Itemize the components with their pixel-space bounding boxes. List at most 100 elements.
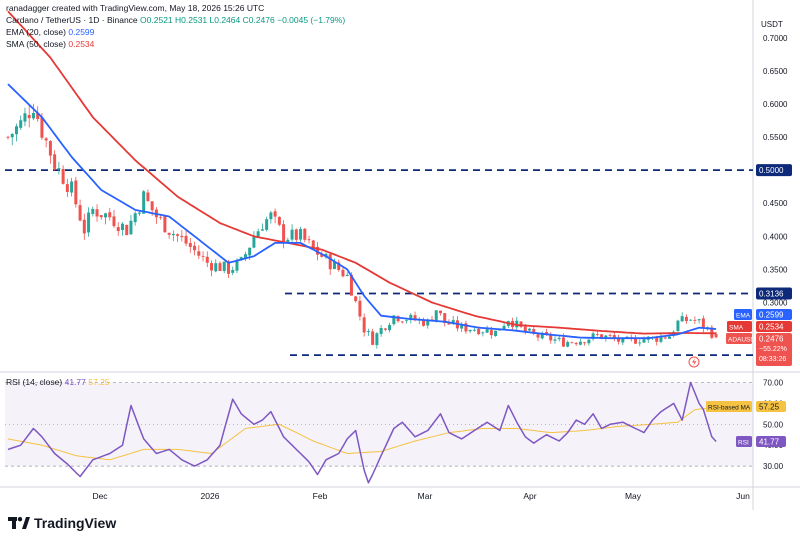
candle-body [70, 181, 74, 193]
candle-body [53, 154, 57, 169]
price-tag-timer: 08:33:26 [759, 356, 786, 363]
candle-body [659, 336, 663, 342]
sma-legend[interactable]: SMA (50, close) 0.2534 [6, 39, 94, 49]
rsi-legend-label: RSI (14, close) [6, 377, 63, 387]
price-tag-box [756, 333, 792, 366]
price-tick-label: 0.4000 [763, 232, 788, 241]
candle-body [405, 320, 409, 322]
candle-body [477, 329, 481, 335]
candle-body [362, 317, 366, 333]
candle-body [129, 220, 133, 235]
price-tag-value: 0.2476 [759, 335, 784, 344]
candle-body [540, 332, 544, 339]
candle-body [294, 229, 298, 240]
candle-body [197, 251, 201, 256]
ema-legend-label: EMA (20, close) [6, 27, 66, 37]
candle-body [286, 239, 290, 243]
price-tick-label: 0.3000 [763, 299, 788, 308]
price-axis-unit: USDT [761, 20, 783, 29]
candle-body [188, 243, 192, 247]
tradingview-logo-text: TradingView [34, 515, 117, 531]
price-tag-name: ADAUSDT [728, 337, 759, 344]
price-tick-label: 0.6000 [763, 100, 788, 109]
price-tag-name-box [734, 309, 752, 320]
candle-body [383, 328, 387, 330]
candle-body [366, 331, 370, 333]
candle-body [311, 240, 315, 248]
candle-body [214, 263, 218, 272]
candle-body [108, 212, 112, 218]
candle-body [523, 326, 527, 332]
candle-body [371, 331, 375, 345]
candle-body [87, 212, 91, 233]
candle-body [528, 328, 532, 331]
lightning-icon-bolt [692, 358, 697, 366]
candle-body [210, 263, 214, 271]
price-tick-label: 0.4500 [763, 199, 788, 208]
candle-body [612, 335, 616, 339]
candle-body [248, 247, 252, 256]
candle-body [642, 339, 646, 343]
candle-body [638, 342, 642, 344]
symbol-line: Cardano / TetherUS · 1D · Binance O0.252… [6, 15, 345, 25]
candle-body [532, 329, 536, 334]
candle-body [120, 223, 124, 231]
horizontal-level-label: 0.5000 [759, 166, 784, 175]
candle-body [617, 337, 621, 342]
candle-body [557, 337, 561, 340]
candle-body [349, 274, 353, 296]
candle-body [553, 339, 557, 341]
candle-body [515, 320, 519, 328]
candle-body [332, 261, 336, 269]
ema-legend[interactable]: EMA (20, close) 0.2599 [6, 27, 94, 37]
candle-body [697, 319, 701, 321]
candle-body [205, 256, 209, 263]
candle-body [31, 112, 35, 119]
candle-body [422, 319, 426, 326]
candle-body [150, 201, 154, 211]
time-tick-label: Feb [313, 491, 328, 501]
candle-body [519, 321, 523, 327]
candle-body [574, 343, 578, 345]
candle-body [222, 261, 226, 271]
price-tag-value: 0.2534 [759, 323, 784, 332]
candle-body [676, 320, 680, 332]
candle-body [184, 235, 188, 244]
price-tick-label: 0.3500 [763, 265, 788, 274]
tradingview-logo[interactable]: TradingView [8, 515, 116, 531]
ohlc-values: O0.2521 H0.2531 L0.2464 C0.2476 −0.0045 … [140, 15, 346, 25]
candle-body [277, 216, 281, 225]
candle-body [316, 246, 320, 255]
candle-body [595, 333, 599, 335]
candle-body [256, 231, 260, 238]
candle-body [587, 339, 591, 344]
rsi-legend[interactable]: RSI (14, close) 41.77 57.25 [6, 377, 110, 387]
rsi-tag-box [756, 401, 786, 412]
rsi-ma-legend-value: 57.25 [88, 377, 110, 387]
candle-body [409, 314, 413, 320]
rsi-tag-name-box [736, 436, 752, 447]
candle-body [396, 316, 400, 322]
rsi-tick-label: 70.00 [763, 378, 784, 387]
candle-body [171, 233, 175, 236]
candle-body [27, 114, 31, 119]
candle-body [693, 319, 697, 321]
candle-body [235, 260, 239, 271]
time-tick-label: Jun [736, 491, 750, 501]
candle-body [112, 216, 116, 227]
candle-body [260, 229, 264, 231]
candle-body [282, 224, 286, 243]
candle-body [125, 225, 129, 236]
candle-body [104, 213, 108, 218]
candle-body [82, 219, 86, 234]
candle-body [655, 337, 659, 342]
candle-body [40, 117, 44, 138]
candle-body [163, 216, 167, 233]
candle-body [684, 316, 688, 322]
created-by-text: ranadagger created with TradingView.com,… [6, 3, 265, 13]
price-tick-label: 0.7000 [763, 34, 788, 43]
candle-body [303, 228, 307, 240]
candle-body [193, 245, 197, 251]
candle-body [460, 323, 464, 329]
